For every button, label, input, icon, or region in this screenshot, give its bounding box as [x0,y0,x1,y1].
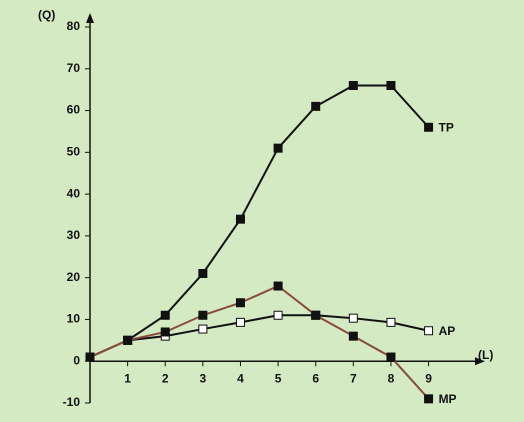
data-point [348,80,358,90]
y-tick-label: 80 [67,19,81,33]
series-line [89,84,430,358]
data-point [198,268,208,278]
data-point [424,394,434,404]
data-point [198,324,208,334]
data-point [311,310,321,320]
x-tick-label: 6 [312,371,319,385]
data-point [273,143,283,153]
series-line [89,284,430,400]
y-tick-label: -10 [63,395,81,409]
data-point [160,310,170,320]
y-tick-label: 10 [67,312,81,326]
x-tick-label: 3 [200,371,207,385]
series-label: TP [439,120,454,134]
y-tick-label: 20 [67,270,81,284]
data-point [424,122,434,132]
x-tick-label: 2 [162,371,169,385]
x-tick-label: 9 [425,371,432,385]
data-point [348,331,358,341]
x-axis-arrow [475,357,485,366]
x-tick-label: 1 [124,371,131,385]
data-point [235,317,245,327]
x-tick-label: 8 [388,371,395,385]
x-tick-label: 7 [350,371,357,385]
data-point [273,310,283,320]
data-point [424,326,434,336]
x-tick-label: 4 [237,371,244,385]
data-point [386,80,396,90]
y-tick-label: 30 [67,228,81,242]
x-tick-label: 5 [275,371,282,385]
data-point [235,214,245,224]
y-tick-label: 70 [67,61,81,75]
data-point [123,335,133,345]
data-point [386,317,396,327]
series-label: AP [439,324,456,338]
data-point [235,298,245,308]
y-tick-label: 60 [67,103,81,117]
y-tick-label: 50 [67,145,81,159]
y-axis-arrow [86,13,94,23]
y-tick-label: 0 [73,353,80,367]
data-point [198,310,208,320]
series-label: MP [439,392,457,406]
data-point [273,281,283,291]
data-point [85,352,95,362]
data-point [386,352,396,362]
data-point [311,101,321,111]
y-tick-label: 40 [67,186,81,200]
data-point [348,313,358,323]
x-axis-label: (L) [478,348,493,362]
data-point [160,327,170,337]
y-axis-label: (Q) [38,8,55,22]
